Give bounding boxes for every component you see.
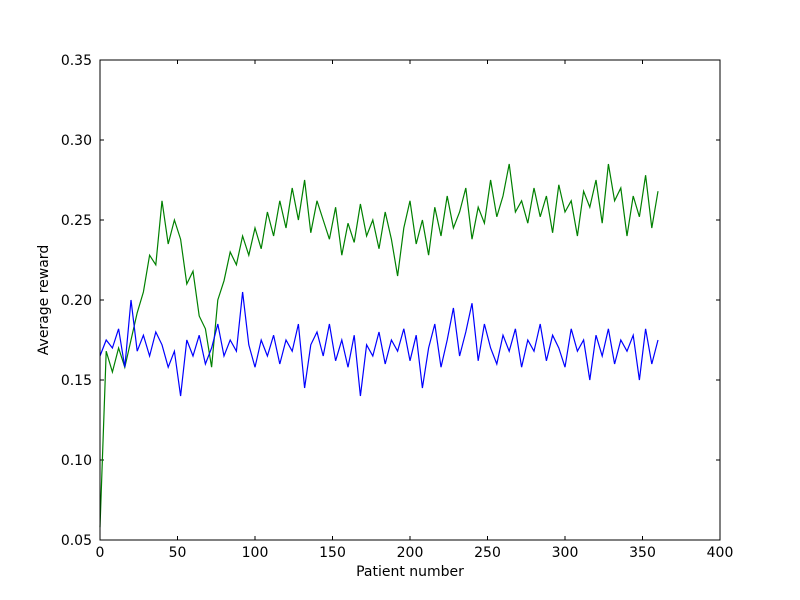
y-tick-label: 0.20 (61, 293, 92, 309)
x-tick-label: 100 (242, 545, 269, 561)
x-axis-label: Patient number (356, 564, 464, 580)
x-tick-label: 400 (707, 545, 734, 561)
line-series (99, 291, 659, 397)
x-tick-label: 0 (96, 545, 105, 561)
y-tick-label: 0.25 (61, 213, 92, 229)
y-axis-label: Average reward (36, 245, 52, 355)
x-tick-label: 300 (552, 545, 579, 561)
y-tick-label: 0.05 (61, 533, 92, 549)
y-tick-label: 0.35 (61, 53, 92, 69)
y-tick-label: 0.15 (61, 373, 92, 389)
x-tick-label: 350 (629, 545, 656, 561)
plot-frame (99, 59, 721, 541)
x-tick-label: 200 (397, 545, 424, 561)
x-tick-label: 250 (474, 545, 501, 561)
line-series (99, 163, 659, 528)
y-tick-label: 0.30 (61, 133, 92, 149)
x-tick-label: 50 (169, 545, 187, 561)
x-tick-label: 150 (319, 545, 346, 561)
y-tick-label: 0.10 (61, 453, 92, 469)
